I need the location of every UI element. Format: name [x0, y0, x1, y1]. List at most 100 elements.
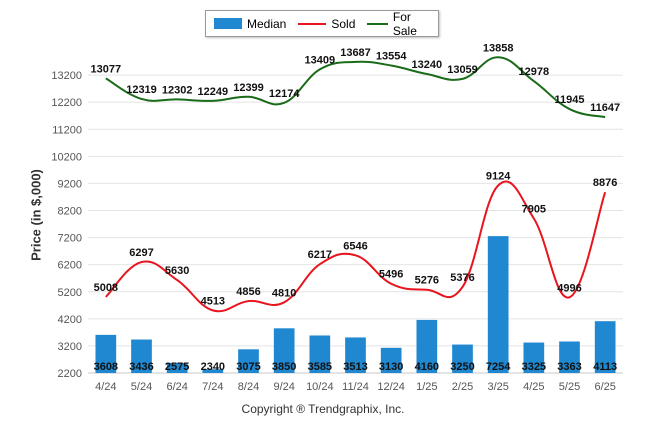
y-tick-label: 10200	[51, 151, 82, 163]
for-sale-data-label: 12302	[162, 84, 193, 96]
for-sale-data-label: 13858	[483, 42, 514, 54]
x-tick-label: 6/24	[166, 381, 187, 393]
y-axis-label: Price (in $,000)	[28, 169, 44, 261]
y-tick-label: 13200	[51, 70, 82, 82]
sold-data-label: 4996	[557, 282, 581, 294]
y-tick-label: 8200	[58, 206, 82, 218]
sold-data-label: 7905	[522, 203, 546, 215]
x-tick-label: 10/24	[306, 381, 334, 393]
sold-data-label: 4856	[236, 286, 260, 298]
median-data-label: 3436	[129, 361, 153, 373]
y-tick-label: 6200	[58, 260, 82, 272]
median-data-label: 3363	[557, 361, 581, 373]
legend-label-sold: Sold	[331, 16, 356, 31]
median-data-label: 3075	[236, 361, 260, 373]
for-sale-data-label: 13059	[447, 64, 478, 76]
for-sale-data-label: 12399	[233, 82, 264, 94]
x-tick-label: 5/25	[559, 381, 580, 393]
legend: Median Sold For Sale	[205, 10, 439, 38]
median-data-label: 3325	[522, 361, 546, 373]
for-sale-line	[105, 56, 606, 119]
median-data-label: 3130	[379, 361, 403, 373]
sold-data-label: 6217	[308, 249, 332, 261]
legend-item-sold: Sold	[298, 17, 355, 31]
x-tick-label: 12/24	[377, 381, 405, 393]
for-sale-data-label: 12174	[269, 88, 300, 100]
median-bar	[238, 349, 259, 373]
median-bar	[202, 369, 224, 373]
x-tick-label: 1/25	[416, 381, 437, 393]
x-tick-label: 4/25	[523, 381, 544, 393]
median-bar	[309, 335, 331, 373]
median-data-label: 3608	[94, 361, 118, 373]
x-tick-label: 8/24	[238, 381, 259, 393]
y-tick-label: 11200	[52, 124, 82, 136]
for-sale-data-label: 13409	[305, 54, 336, 66]
y-tick-label: 7200	[58, 233, 82, 245]
for-sale-data-label: 13687	[340, 47, 371, 59]
median-bar	[487, 236, 509, 373]
x-tick-label: 11/24	[342, 381, 369, 393]
median-data-label: 3850	[272, 361, 296, 373]
median-data-label: 3250	[450, 361, 474, 373]
x-tick-label: 4/24	[95, 381, 116, 393]
sold-data-label: 5630	[165, 265, 189, 277]
y-tick-label: 3200	[58, 341, 82, 353]
x-tick-label: 2/25	[452, 381, 473, 393]
median-data-label: 2340	[201, 361, 225, 373]
median-data-label: 3513	[343, 361, 367, 373]
median-bar	[95, 334, 117, 373]
for-sale-data-label: 12249	[198, 86, 229, 98]
for-sale-data-label: 13240	[412, 59, 443, 71]
y-axis-ticks: 2200 3200 4200 5200 6200 7200 8200 9200 10200 112…	[51, 70, 82, 380]
legend-swatch-for-sale	[367, 22, 388, 25]
x-tick-label: 3/25	[487, 381, 508, 393]
median-bar	[452, 344, 473, 373]
sold-data-label: 6546	[343, 240, 367, 252]
y-tick-label: 9200	[58, 178, 82, 190]
gridlines	[88, 74, 623, 374]
x-tick-label: 6/25	[594, 381, 615, 393]
legend-label-median: Median	[247, 16, 287, 31]
median-bar	[273, 328, 295, 373]
sold-data-label: 6297	[129, 247, 153, 259]
median-bar	[559, 341, 580, 373]
x-tick-label: 9/24	[273, 381, 294, 393]
median-bar	[166, 362, 188, 373]
median-data-label: 3585	[308, 361, 332, 373]
sold-line	[105, 180, 607, 313]
sold-data-label: 4513	[201, 295, 225, 307]
median-data-label: 7254	[486, 361, 511, 373]
sold-data-label: 9124	[486, 170, 511, 182]
median-bar	[380, 347, 402, 373]
x-axis-ticks: 4/24 5/24 6/24 7/24 8/24 9/24 10/24 11/24 12/24 1…	[95, 381, 616, 393]
for-sale-data-label: 11647	[590, 102, 620, 114]
copyright-footer: Copyright ® Trendgraphix, Inc.	[241, 402, 405, 416]
median-data-label: 4113	[593, 361, 617, 373]
sold-data-label: 5276	[415, 275, 439, 287]
median-bar	[416, 319, 438, 373]
sold-data-label: 4810	[272, 287, 296, 299]
y-tick-label: 4200	[58, 314, 82, 326]
sold-data-label: 5376	[450, 272, 474, 284]
x-tick-label: 5/24	[131, 381, 152, 393]
series-lines	[105, 56, 607, 313]
median-data-label: 2575	[165, 361, 189, 373]
data-labels: 5008 6297 5630 4513 4856 4810 6217 6546 5496 5276…	[91, 42, 621, 373]
sold-data-label: 5008	[94, 282, 118, 294]
legend-item-median: Median	[214, 17, 286, 31]
median-bar	[345, 337, 366, 373]
y-tick-label: 5200	[58, 287, 82, 299]
for-sale-data-label: 11945	[555, 94, 585, 106]
for-sale-data-label: 13077	[91, 63, 122, 75]
sold-data-label: 8876	[593, 177, 617, 189]
legend-item-for-sale: For Sale	[367, 10, 426, 38]
for-sale-data-label: 13554	[376, 50, 407, 62]
legend-swatch-median	[214, 18, 242, 29]
sold-data-label: 5496	[379, 269, 403, 281]
median-bar	[523, 342, 545, 373]
median-data-label: 4160	[415, 361, 439, 373]
legend-swatch-sold	[298, 22, 327, 25]
y-tick-label: 12200	[51, 97, 82, 109]
